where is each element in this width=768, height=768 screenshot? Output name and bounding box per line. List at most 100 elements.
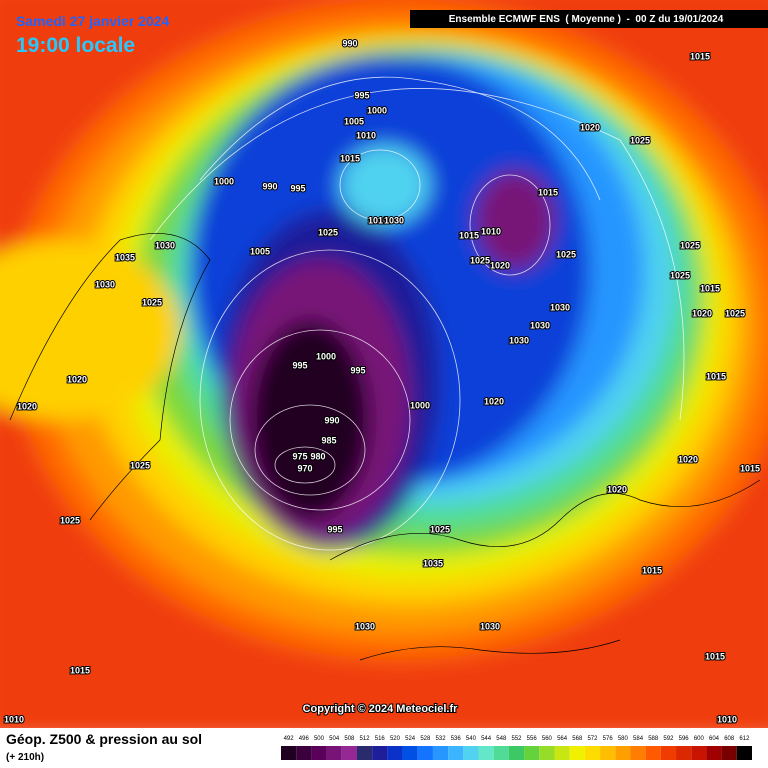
pressure-label: 1015	[642, 565, 662, 575]
colorbar-label: 584	[633, 736, 644, 742]
pressure-label: 1015	[690, 51, 710, 61]
colorbar-label: 512	[360, 736, 371, 742]
pressure-label: 1025	[470, 255, 490, 265]
colorbar-label: 576	[603, 736, 614, 742]
colorbar-label: 524	[405, 736, 416, 742]
pressure-label: 1035	[115, 252, 135, 262]
colorbar-label: 552	[511, 736, 522, 742]
time: 19:00 locale	[16, 34, 135, 57]
colorbar-swatch	[478, 746, 494, 760]
pressure-label: 1020	[607, 484, 627, 494]
pressure-label: 1010	[356, 130, 376, 140]
colorbar-swatch	[448, 746, 464, 760]
pressure-label: 1030	[384, 215, 404, 225]
colorbar-label: 548	[496, 736, 507, 742]
colorbar-swatch	[524, 746, 540, 760]
colorbar-swatch	[676, 746, 692, 760]
colorbar-swatch	[356, 746, 373, 760]
colorbar-label: 608	[724, 736, 735, 742]
colorbar-swatch	[432, 746, 449, 760]
colorbar-label: 600	[694, 736, 705, 742]
colorbar-label: 516	[375, 736, 386, 742]
pressure-label: 1020	[678, 454, 698, 464]
colorbar-swatch	[721, 746, 737, 760]
colorbar-swatch	[645, 746, 661, 760]
pressure-label: 1030	[530, 320, 550, 330]
pressure-label: 1010	[4, 714, 24, 724]
pressure-label: 1005	[250, 246, 270, 256]
pressure-label: 1020	[67, 374, 87, 384]
pressure-label: 1015	[538, 187, 558, 197]
pressure-label: 995	[292, 360, 307, 370]
field	[0, 0, 768, 740]
pressure-label: 1010	[368, 215, 388, 225]
colorbar-swatch	[326, 746, 342, 760]
colorbar-swatch	[584, 746, 601, 760]
pressure-label: 1025	[680, 240, 700, 250]
pressure-label: 995	[350, 365, 365, 375]
colorbar-label: 572	[587, 736, 598, 742]
model-box	[410, 10, 768, 28]
colorbar-label: 508	[344, 736, 355, 742]
pressure-label: 980	[310, 451, 325, 461]
colorbar-swatch	[463, 746, 479, 760]
pressure-label: 1035	[423, 558, 443, 568]
pressure-labels: 990 995 1000 1005 1010 1015 1000 990 995…	[3, 37, 761, 725]
colorbar-swatch	[736, 746, 752, 760]
colorbar-swatch	[508, 746, 525, 760]
colorbar-swatch	[600, 746, 616, 760]
pressure-label: 1025	[130, 460, 150, 470]
pressure-label: 1025	[630, 135, 650, 145]
colorbar-swatch	[554, 746, 570, 760]
pressure-label: 1020	[17, 401, 37, 411]
coastlines	[9, 233, 761, 661]
pressure-label: 995	[354, 90, 369, 100]
colorbar-label: 532	[436, 736, 447, 742]
pressure-label: 995	[290, 183, 305, 193]
colorbar-swatch	[615, 746, 631, 760]
colorbar-label: 544	[481, 736, 492, 742]
pressure-label: 1030	[480, 621, 500, 631]
colorbar-swatch	[281, 746, 297, 760]
colorbar-label: 496	[299, 736, 310, 742]
pressure-label: 1010	[481, 226, 501, 236]
colorbar: 492 496 500 504 508 512 516 520 524 528 532 536 540 5…	[281, 736, 752, 760]
pressure-label: 985	[321, 435, 336, 445]
colorbar-swatch	[296, 746, 312, 760]
pressure-label: 1030	[155, 240, 175, 250]
pressure-label: 1025	[670, 270, 690, 280]
pressure-label: 1025	[60, 515, 80, 525]
colorbar-label: 604	[709, 736, 720, 742]
colorbar-swatch	[493, 746, 509, 760]
colorbar-label: 540	[466, 736, 477, 742]
pressure-label: 970	[297, 463, 312, 473]
isobars	[149, 76, 685, 551]
colorbar-label: 492	[284, 736, 295, 742]
pressure-label: 1030	[550, 302, 570, 312]
colorbar-label: 556	[527, 736, 538, 742]
colorbar-swatch	[691, 746, 707, 760]
model: Ensemble ECMWF ENS ( Moyenne ) - 00 Z du…	[449, 14, 724, 25]
colorbar-label: 568	[572, 736, 583, 742]
pressure-label: 1020	[490, 260, 510, 270]
colorbar-label: 596	[679, 736, 690, 742]
colorbar-label: 500	[314, 736, 325, 742]
colorbar-swatch	[539, 746, 555, 760]
colorbar-label: 520	[390, 736, 401, 742]
colorbar-label: 504	[329, 736, 340, 742]
pressure-label: 1025	[725, 308, 745, 318]
pressure-label: 1025	[142, 297, 162, 307]
colorbar-swatch	[417, 746, 433, 760]
pressure-label: 990	[262, 181, 277, 191]
date: Samedi 27 janvier 2024	[16, 13, 170, 29]
pressure-label: 975	[292, 451, 307, 461]
colorbar-swatch	[311, 746, 327, 760]
pressure-label: 990	[342, 38, 357, 48]
pressure-label: 1000	[316, 351, 336, 361]
colorbar-label: 564	[557, 736, 568, 742]
pressure-label: 1025	[318, 227, 338, 237]
pressure-label: 1015	[705, 651, 725, 661]
pressure-label: 1020	[580, 122, 600, 132]
copyright: Copyright © 2024 Meteociel.fr	[303, 703, 459, 715]
